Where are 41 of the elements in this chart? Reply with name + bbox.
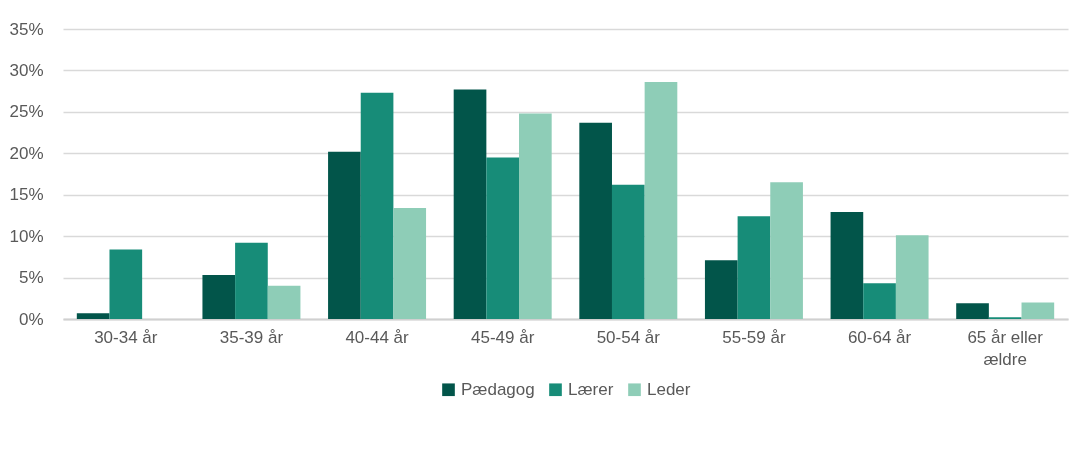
bar [453, 89, 487, 319]
x-tick-label: 40-44 år [345, 327, 410, 347]
bar [579, 122, 612, 319]
bar [519, 113, 552, 319]
y-tick-label: 20% [9, 143, 44, 163]
y-tick-label: 25% [9, 102, 44, 122]
bar [76, 313, 110, 319]
bar [611, 184, 645, 319]
bar [863, 283, 896, 319]
bar [956, 303, 989, 319]
bar [830, 212, 864, 319]
legend-label: Leder [647, 379, 691, 399]
legend-label: Pædagog [461, 379, 535, 399]
legend-label: Lærer [568, 379, 614, 399]
bar [393, 207, 427, 319]
y-tick-label: 35% [9, 19, 44, 39]
bar [1021, 302, 1055, 319]
x-tick-label: 55-59 år [722, 327, 786, 347]
y-tick-label: 10% [9, 226, 44, 246]
bar [486, 157, 520, 319]
bar [737, 216, 771, 319]
y-tick-label: 30% [9, 60, 44, 80]
x-tick-label: 65 år eller ældre [967, 327, 1044, 369]
bar [109, 249, 143, 319]
y-tick-label: 15% [9, 185, 44, 205]
x-tick-label: 50-54 år [596, 327, 661, 347]
bar [895, 235, 929, 319]
x-tick-label: 60-64 år [847, 327, 912, 347]
x-tick-label: 35-39 år [219, 327, 284, 347]
y-tick-label: 5% [18, 268, 44, 288]
bar [704, 260, 738, 319]
bar [360, 92, 394, 319]
bar [235, 242, 268, 319]
bar [328, 151, 361, 319]
bar [202, 275, 236, 319]
x-tick-label: 45-49 år [471, 327, 535, 347]
y-tick-label: 0% [18, 309, 44, 329]
bar [644, 82, 678, 319]
x-tick-label: 30-34 år [94, 327, 158, 347]
bar [770, 182, 803, 319]
bar [267, 285, 301, 319]
